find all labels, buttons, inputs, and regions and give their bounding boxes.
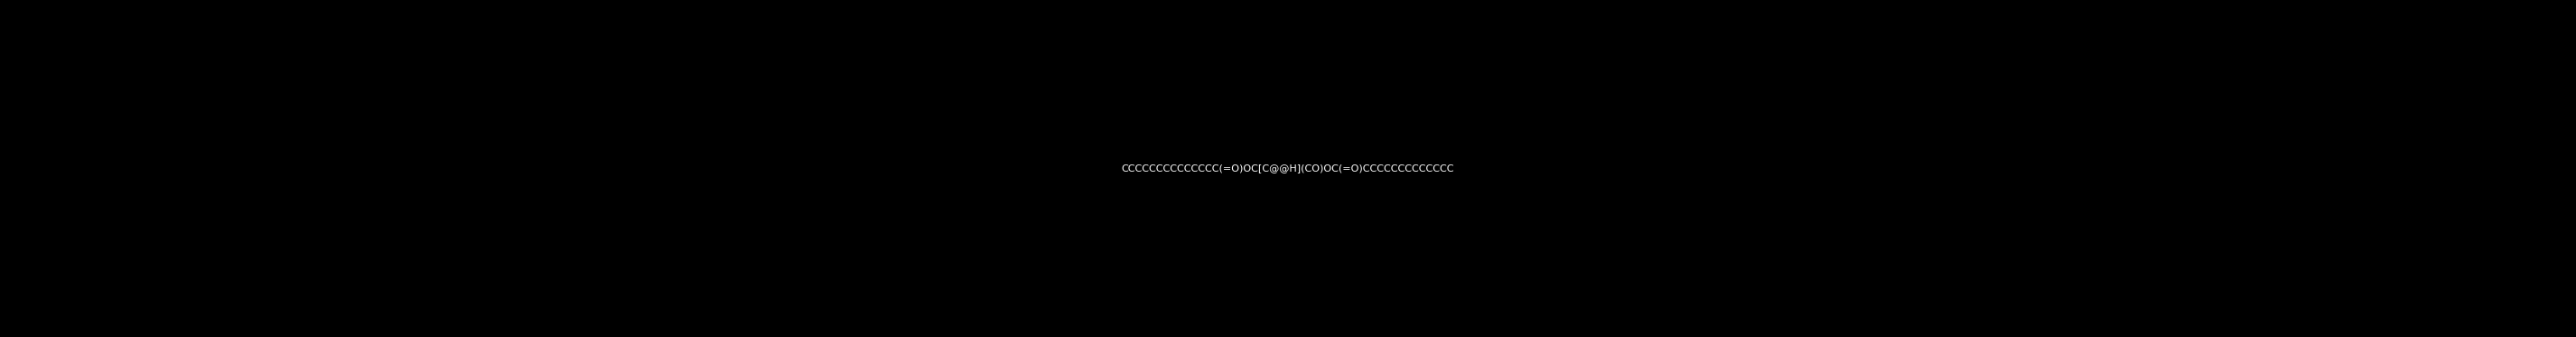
Text: CCCCCCCCCCCCCC(=O)OC[C@@H](CO)OC(=O)CCCCCCCCCCCCC: CCCCCCCCCCCCCC(=O)OC[C@@H](CO)OC(=O)CCCC…: [1121, 164, 1455, 173]
